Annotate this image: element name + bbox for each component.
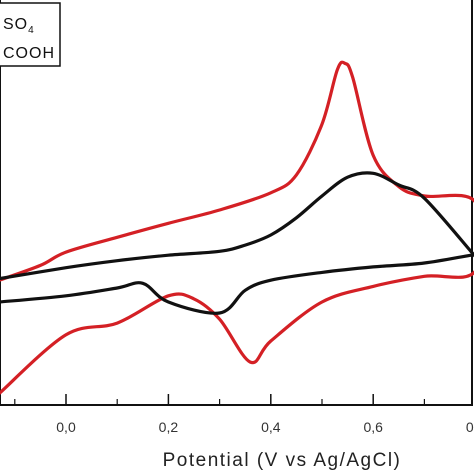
legend-entry-1-label: SO [3, 16, 28, 33]
legend-entry-2: COOH [3, 45, 55, 62]
curves-layer [0, 60, 474, 395]
plot-area-border [0, 0, 473, 406]
x-ticks-layer: 0,0 0,2 0,4 0,6 0,8 [14, 394, 474, 435]
x-tick-label: 0,8 [466, 419, 474, 435]
legend-box [0, 2, 61, 67]
x-axis-label: Potential (V vs Ag/AgCl) [163, 450, 402, 471]
x-tick-label: 0,0 [56, 419, 76, 435]
x-tick-label: 0,2 [159, 419, 179, 435]
legend-entry-1: SO4 [3, 16, 35, 36]
series-line-1 [0, 60, 474, 395]
series-line-2 [0, 171, 474, 315]
x-tick-label: 0,6 [363, 419, 383, 435]
legend-entry-1-subscript: 4 [28, 25, 35, 36]
x-tick-label: 0,4 [261, 419, 281, 435]
legend: SO4 COOH [0, 2, 61, 67]
legend-entry-2-label: COOH [3, 45, 55, 62]
